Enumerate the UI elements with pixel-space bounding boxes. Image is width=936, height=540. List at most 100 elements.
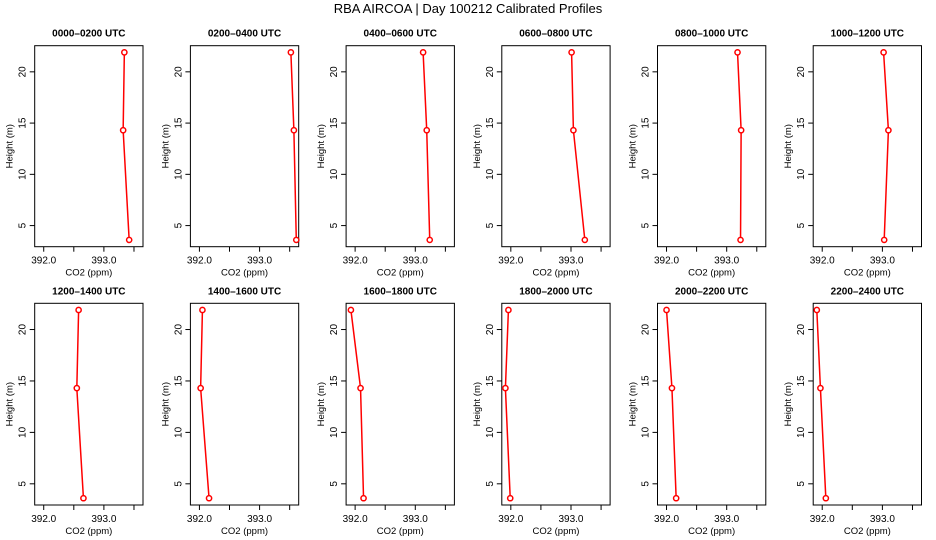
x-axis-label: CO2 (ppm) bbox=[221, 268, 268, 279]
x-tick-label: 393.0 bbox=[403, 256, 428, 267]
data-point bbox=[73, 384, 81, 392]
panel-title: 1000–1200 UTC bbox=[831, 29, 904, 40]
y-tick-label: 15 bbox=[173, 375, 184, 387]
x-axis-label: CO2 (ppm) bbox=[377, 268, 424, 279]
profile-line bbox=[290, 52, 298, 240]
plot-frame bbox=[812, 45, 923, 248]
data-point bbox=[880, 236, 888, 244]
y-tick-label: 15 bbox=[329, 375, 340, 387]
y-tick-label: 15 bbox=[173, 117, 184, 129]
x-axis-label: CO2 (ppm) bbox=[532, 268, 579, 279]
y-tick-label: 5 bbox=[796, 222, 807, 228]
data-point bbox=[880, 49, 887, 56]
y-tick-label: 10 bbox=[485, 426, 496, 438]
y-tick-label: 20 bbox=[329, 66, 340, 78]
x-tick-label: 393.0 bbox=[403, 514, 428, 525]
plot-frame bbox=[812, 302, 923, 506]
profile-line bbox=[736, 52, 742, 240]
y-tick-label: 15 bbox=[796, 117, 807, 129]
profile-line bbox=[122, 52, 130, 240]
x-tick-label: 392.0 bbox=[31, 256, 56, 267]
panel-title: 1400–1600 UTC bbox=[208, 286, 281, 297]
profile-line bbox=[665, 309, 677, 499]
x-tick-label: 393.0 bbox=[247, 514, 272, 525]
x-tick-label: 392.0 bbox=[654, 514, 679, 525]
x-tick-label: 392.0 bbox=[31, 514, 56, 525]
y-tick-label: 10 bbox=[329, 168, 340, 180]
y-tick-label: 15 bbox=[18, 375, 29, 387]
data-point bbox=[568, 49, 575, 56]
data-point bbox=[80, 494, 87, 502]
y-tick-label: 5 bbox=[641, 481, 652, 487]
x-tick-label: 393.0 bbox=[558, 514, 583, 525]
x-axis-label: CO2 (ppm) bbox=[844, 526, 891, 537]
data-point bbox=[663, 306, 670, 314]
y-tick-label: 15 bbox=[485, 375, 496, 387]
x-tick-label: 392.0 bbox=[654, 256, 679, 267]
y-axis-label: Height (m) bbox=[160, 124, 171, 168]
plot-frame bbox=[501, 45, 611, 248]
y-tick-label: 20 bbox=[173, 324, 184, 336]
x-tick-label: 392.0 bbox=[498, 256, 523, 267]
panel-title: 0400–0600 UTC bbox=[364, 29, 437, 40]
y-tick-label: 15 bbox=[18, 117, 29, 129]
y-tick-label: 5 bbox=[641, 222, 652, 228]
x-axis-label: CO2 (ppm) bbox=[844, 268, 891, 279]
y-tick-label: 20 bbox=[173, 66, 184, 78]
data-point bbox=[505, 306, 512, 314]
profile-line bbox=[76, 309, 85, 499]
data-point bbox=[672, 494, 680, 502]
profile-line bbox=[422, 52, 431, 240]
x-tick-label: 393.0 bbox=[558, 256, 583, 267]
y-tick-label: 20 bbox=[485, 66, 496, 78]
x-tick-label: 393.0 bbox=[91, 256, 116, 267]
y-tick-label: 15 bbox=[641, 375, 652, 387]
data-point bbox=[817, 384, 824, 392]
y-tick-label: 20 bbox=[18, 66, 29, 78]
profile-line bbox=[350, 309, 365, 499]
data-point bbox=[360, 494, 367, 502]
y-tick-label: 5 bbox=[485, 222, 496, 228]
y-tick-label: 20 bbox=[796, 66, 807, 78]
x-tick-label: 392.0 bbox=[343, 514, 368, 525]
y-tick-label: 10 bbox=[18, 168, 29, 180]
plot-frame bbox=[34, 45, 144, 248]
data-point bbox=[506, 494, 514, 502]
data-point bbox=[357, 384, 364, 392]
x-tick-label: 393.0 bbox=[714, 256, 739, 267]
data-point bbox=[75, 306, 82, 314]
y-axis-label: Height (m) bbox=[160, 382, 171, 426]
y-tick-label: 5 bbox=[173, 481, 184, 487]
plot-frame bbox=[345, 302, 455, 506]
y-tick-label: 5 bbox=[18, 222, 29, 228]
y-tick-label: 20 bbox=[641, 324, 652, 336]
panel-title: 0800–1000 UTC bbox=[675, 29, 748, 40]
data-point bbox=[347, 306, 355, 314]
panel-title: 1600–1800 UTC bbox=[364, 286, 437, 297]
data-point bbox=[205, 494, 213, 502]
panel-title: 0600–0800 UTC bbox=[519, 29, 592, 40]
y-tick-label: 20 bbox=[485, 324, 496, 336]
plot-frame bbox=[345, 45, 455, 248]
profile-line bbox=[570, 52, 586, 241]
data-point bbox=[737, 126, 745, 134]
y-tick-label: 10 bbox=[641, 426, 652, 438]
x-axis-label: CO2 (ppm) bbox=[688, 268, 735, 279]
x-axis-label: CO2 (ppm) bbox=[377, 526, 424, 537]
plot-frame bbox=[657, 302, 767, 506]
figure-title: RBA AIRCOA | Day 100212 Calibrated Profi… bbox=[334, 1, 603, 16]
y-tick-label: 5 bbox=[796, 481, 807, 487]
panel-title: 1200–1400 UTC bbox=[52, 286, 125, 297]
data-point bbox=[290, 126, 298, 134]
y-tick-label: 15 bbox=[329, 117, 340, 129]
plot-frame bbox=[189, 45, 300, 248]
y-tick-label: 10 bbox=[329, 426, 340, 438]
panel-title: 2000–2200 UTC bbox=[675, 286, 748, 297]
x-tick-label: 392.0 bbox=[498, 514, 523, 525]
data-point bbox=[813, 306, 821, 314]
data-point bbox=[197, 384, 204, 392]
y-axis-label: Height (m) bbox=[316, 382, 327, 426]
data-point bbox=[502, 384, 509, 392]
x-axis-label: CO2 (ppm) bbox=[221, 526, 268, 537]
y-tick-label: 5 bbox=[485, 481, 496, 487]
